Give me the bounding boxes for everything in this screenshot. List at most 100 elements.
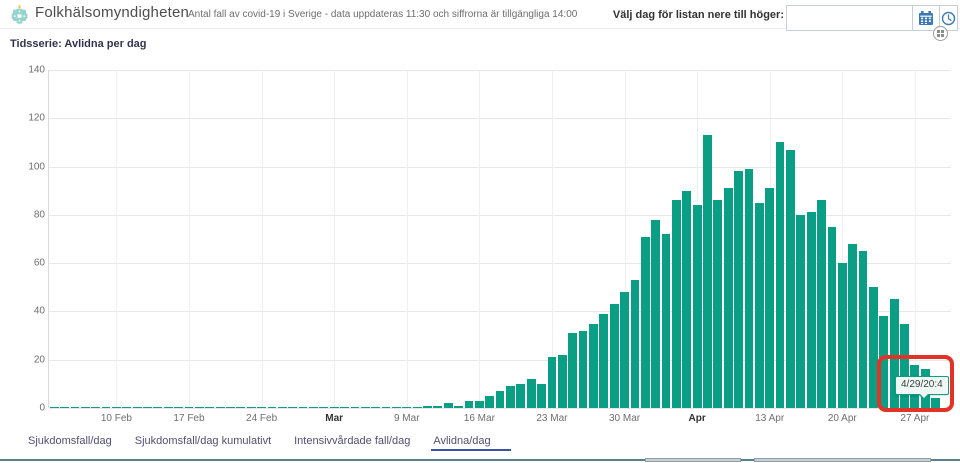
bar[interactable] [640, 236, 650, 408]
bar[interactable] [112, 406, 121, 408]
bar[interactable] [786, 149, 795, 408]
y-gridline [49, 70, 951, 71]
bar[interactable] [257, 406, 266, 408]
bar[interactable] [391, 406, 401, 408]
bar[interactable] [827, 226, 837, 408]
bar[interactable] [744, 169, 754, 408]
x-gridline [334, 70, 336, 408]
bar[interactable] [350, 406, 360, 408]
bar[interactable] [143, 406, 152, 408]
bar[interactable] [132, 406, 142, 408]
bar[interactable] [620, 292, 629, 408]
bar[interactable] [402, 406, 412, 408]
bar[interactable] [215, 406, 225, 408]
tab-avlidna-dag[interactable]: Avlidna/dag [431, 430, 512, 451]
bar[interactable] [226, 406, 235, 408]
bar[interactable] [101, 406, 111, 408]
bar[interactable] [184, 406, 194, 408]
time-series-bar-chart: 0 20 40 60 80 100 120 140 10 Feb 17 Feb 24 Feb Mar 9… [28, 65, 951, 424]
chart-tab-bar: Sjukdomsfall/dag Sjukdomsfall/dag kumula… [0, 430, 960, 454]
bar[interactable] [931, 398, 941, 408]
x-axis-label: 17 Feb [173, 413, 205, 424]
bar[interactable] [60, 406, 69, 408]
bar[interactable] [122, 406, 132, 408]
bar[interactable] [495, 391, 505, 408]
bar[interactable] [329, 406, 339, 408]
bar[interactable] [49, 406, 59, 408]
bar[interactable] [858, 251, 868, 408]
bar[interactable] [526, 379, 536, 408]
bar[interactable] [900, 323, 909, 408]
bar[interactable] [433, 405, 443, 408]
bar[interactable] [723, 188, 733, 408]
bar[interactable] [734, 171, 743, 408]
bar[interactable] [506, 386, 515, 408]
bar[interactable] [537, 383, 546, 408]
bar[interactable] [879, 316, 889, 408]
x-axis-label: 16 Mar [463, 413, 495, 424]
bar[interactable] [516, 383, 526, 408]
tab-sjukdomsfall-dag-kumulativt[interactable]: Sjukdomsfall/dag kumulativt [134, 435, 272, 447]
bar[interactable] [340, 406, 349, 408]
bar[interactable] [671, 200, 681, 408]
bar[interactable] [661, 234, 671, 408]
bar[interactable] [869, 287, 878, 408]
bar[interactable] [817, 200, 826, 408]
bar[interactable] [578, 330, 588, 408]
bar[interactable] [599, 313, 609, 408]
expand-handle-icon[interactable] [933, 26, 948, 41]
bar[interactable] [464, 400, 474, 408]
bar[interactable] [848, 243, 858, 408]
bar[interactable] [423, 405, 432, 408]
x-gridline [479, 70, 481, 408]
bar[interactable] [547, 357, 557, 408]
bar[interactable] [485, 395, 495, 408]
bar[interactable] [609, 304, 619, 408]
bar[interactable] [443, 403, 453, 408]
bar[interactable] [236, 406, 246, 408]
bar[interactable] [754, 202, 764, 408]
bar[interactable] [454, 405, 463, 408]
bar[interactable] [775, 142, 785, 408]
bar[interactable] [319, 406, 329, 408]
bar[interactable] [630, 280, 640, 408]
bar[interactable] [80, 406, 90, 408]
bar[interactable] [703, 135, 712, 408]
bar[interactable] [288, 406, 298, 408]
bar[interactable] [692, 205, 702, 408]
bar[interactable] [194, 406, 204, 408]
bar[interactable] [682, 190, 692, 408]
date-picker-input[interactable] [786, 5, 913, 31]
bar[interactable] [381, 406, 391, 408]
x-axis-label: 9 Mar [393, 413, 420, 424]
bar[interactable] [713, 200, 723, 408]
bar[interactable] [174, 406, 184, 408]
bar[interactable] [589, 323, 598, 408]
chart-tooltip: 4/29/20:4 [895, 376, 949, 400]
bar[interactable] [163, 406, 173, 408]
bar[interactable] [153, 406, 163, 408]
bar[interactable] [837, 263, 847, 408]
bar[interactable] [298, 406, 308, 408]
tab-sjukdomsfall-dag[interactable]: Sjukdomsfall/dag [28, 435, 112, 447]
bar[interactable] [474, 400, 484, 408]
bar[interactable] [91, 406, 101, 408]
bar[interactable] [796, 214, 806, 408]
tab-intensivvardade-fall-dag[interactable]: Intensivvårdade fall/dag [294, 435, 411, 447]
bar[interactable] [806, 212, 816, 408]
clock-button[interactable] [939, 5, 958, 31]
bar[interactable] [889, 299, 899, 408]
bar[interactable] [412, 406, 422, 408]
bar[interactable] [205, 406, 215, 408]
bar[interactable] [371, 406, 381, 408]
bar[interactable] [70, 406, 80, 408]
bar[interactable] [267, 406, 277, 408]
bar[interactable] [651, 219, 661, 408]
bar[interactable] [246, 406, 256, 408]
bar[interactable] [765, 188, 775, 408]
bar[interactable] [277, 406, 287, 408]
bar[interactable] [568, 333, 578, 408]
bar[interactable] [309, 406, 318, 408]
bar[interactable] [360, 406, 370, 408]
bar[interactable] [557, 354, 567, 408]
